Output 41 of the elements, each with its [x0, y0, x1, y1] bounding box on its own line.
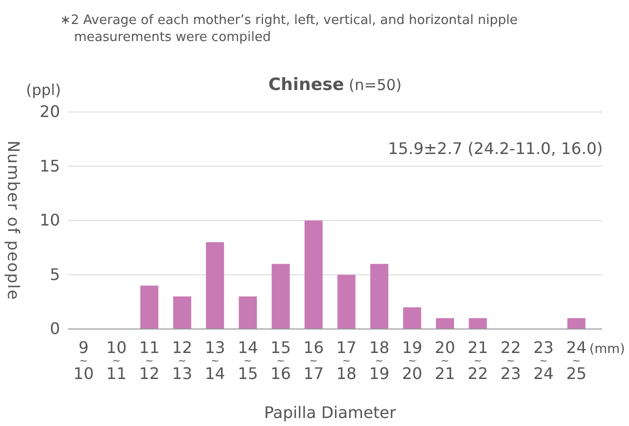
y-tick-label: 15: [40, 156, 60, 176]
bar: [238, 296, 257, 329]
x-tick-label: 14 ~ 15: [238, 338, 258, 383]
text: ∗2 Average of each mother’s right, left, vertical, and horizontal nipple measurements were compiled: [60, 13, 518, 45]
y-tick-label: 10: [40, 210, 60, 230]
x-tick-label: 24 ~ 25: [566, 338, 587, 383]
bar: [370, 264, 388, 329]
x-axis-title: Papilla Diameter: [264, 403, 396, 422]
x-tick-label: 17 ~ 18: [336, 338, 357, 383]
bar: [436, 318, 454, 329]
bar: [403, 307, 422, 329]
x-tick-label: 22 ~ 23: [500, 338, 521, 383]
bar: [567, 318, 586, 329]
bar: [304, 220, 323, 329]
bar: [337, 274, 356, 329]
y-tick-label: 5: [50, 264, 60, 284]
text: (mm): [589, 342, 625, 357]
x-tick-label: 12 ~ 13: [172, 338, 192, 383]
chart-subtitle: (n=50): [344, 76, 402, 94]
text: (ppl): [26, 81, 61, 99]
bar: [272, 264, 290, 329]
x-tick-label: 21 ~ 22: [468, 338, 488, 383]
chart-title: Chinese: [268, 75, 344, 95]
bar: [140, 286, 158, 329]
x-tick-label: 11 ~ 12: [139, 338, 160, 383]
bar: [206, 242, 224, 329]
x-tick-label: 23 ~ 24: [533, 338, 554, 383]
x-tick-label: 20 ~ 21: [434, 338, 456, 383]
bar: [468, 318, 487, 329]
x-tick-label: 18 ~ 19: [369, 338, 390, 383]
x-tick-label: 15 ~ 16: [270, 338, 291, 383]
x-tick-label: 16 ~ 17: [303, 338, 324, 383]
y-tick-label: 0: [50, 319, 60, 338]
annotation: 15.9±2.7 (24.2-11.0, 16.0): [388, 139, 603, 158]
x-tick-label: 10 ~ 11: [106, 338, 127, 383]
y-tick-label: 20: [40, 102, 60, 122]
bar: [173, 296, 192, 329]
x-tick-label: 9 ~ 10: [73, 338, 94, 383]
y-axis-title: Number of people: [4, 140, 23, 301]
x-tick-label: 19 ~ 20: [402, 338, 422, 383]
x-tick-label: 13 ~ 14: [204, 338, 226, 383]
